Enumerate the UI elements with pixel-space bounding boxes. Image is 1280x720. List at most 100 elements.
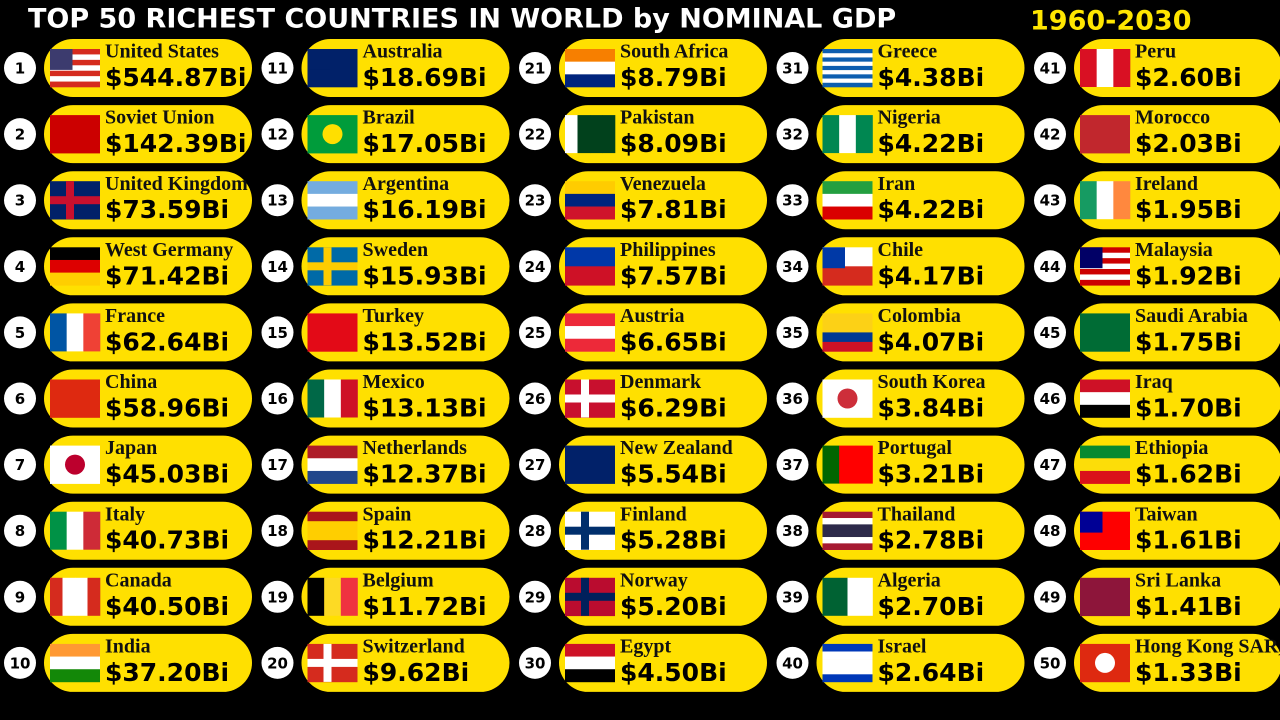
rank: 33 xyxy=(782,192,803,210)
flag xyxy=(307,511,358,550)
flag-stripe xyxy=(822,511,873,519)
rank: 47 xyxy=(1040,456,1061,474)
entry: 10 India$37.20Bi xyxy=(4,633,252,692)
flag-stripe xyxy=(822,659,873,667)
flag xyxy=(1080,577,1130,617)
flag-stripe xyxy=(340,379,358,418)
flag xyxy=(565,577,615,617)
flag-stripe xyxy=(565,61,615,75)
rank-badge xyxy=(1034,250,1066,283)
flag-stripe xyxy=(822,82,873,88)
gdp-value: $8.09Bi xyxy=(620,129,727,158)
country-name: Canada xyxy=(105,569,172,591)
country-name: Hong Kong SAR, China xyxy=(1135,635,1280,657)
entry: 6 China$58.96Bi xyxy=(4,369,252,428)
flag-stripe xyxy=(1080,470,1130,484)
rank-badge xyxy=(261,514,294,547)
ranking-grid: 1 United States$544.87Bi 2 Soviet Union$142… xyxy=(4,39,1280,692)
flag-stripe xyxy=(83,511,101,550)
flag xyxy=(307,247,358,286)
flag-cross xyxy=(50,196,100,205)
flag-stripe xyxy=(565,445,615,484)
flag-cross xyxy=(323,643,332,682)
country-name: Philippines xyxy=(620,239,716,261)
flag xyxy=(822,181,873,220)
gdp-value: $62.64Bi xyxy=(105,327,229,356)
flag-stripe xyxy=(50,65,100,72)
rank: 11 xyxy=(267,60,288,78)
gdp-value: $1.95Bi xyxy=(1135,195,1242,224)
entry: 48 Taiwan$1.61Bi xyxy=(1034,501,1280,560)
entry: 49 Sri Lanka$1.41Bi xyxy=(1034,567,1280,626)
gdp-value: $11.72Bi xyxy=(363,592,487,621)
flag-stripe xyxy=(822,78,873,84)
gdp-value: $37.20Bi xyxy=(105,658,229,687)
rank-badge xyxy=(261,184,294,217)
flag-stripe xyxy=(565,313,615,327)
flag xyxy=(565,379,615,418)
flag-cross xyxy=(581,577,589,616)
rank: 29 xyxy=(525,588,546,606)
flag-stripe xyxy=(307,379,325,418)
country-name: Ireland xyxy=(1135,173,1198,195)
flag-stripe xyxy=(1096,181,1114,220)
flag-stripe xyxy=(565,643,615,657)
gdp-value: $4.17Bi xyxy=(878,261,985,290)
rank-badge xyxy=(1034,646,1066,679)
gdp-value: $2.60Bi xyxy=(1135,63,1242,92)
rank: 2 xyxy=(15,126,25,144)
rank-badge xyxy=(776,184,809,217)
flag xyxy=(1080,247,1130,286)
flag-cross xyxy=(581,379,589,418)
entry: 27 New Zealand$5.54Bi xyxy=(519,435,767,494)
flag-stripe xyxy=(822,537,873,544)
entry: 35 Colombia$4.07Bi xyxy=(776,303,1025,362)
rank: 34 xyxy=(782,258,803,276)
rank: 49 xyxy=(1040,588,1061,606)
rank: 40 xyxy=(782,654,803,672)
flag-stripe xyxy=(822,341,873,352)
entry: 50 Hong Kong SAR, China$1.33Bi xyxy=(1034,633,1280,692)
gdp-value: $5.28Bi xyxy=(620,526,727,555)
entry: 44 Malaysia$1.92Bi xyxy=(1034,237,1280,296)
rank: 12 xyxy=(267,126,288,144)
entry: 18 Spain$12.21Bi xyxy=(261,501,510,560)
flag-stripe xyxy=(50,115,100,154)
flag-stripe xyxy=(324,379,342,418)
flag-stripe xyxy=(50,76,100,82)
flag xyxy=(50,49,100,88)
flag-stripe xyxy=(1080,252,1130,259)
flag xyxy=(565,511,615,550)
rank: 18 xyxy=(267,522,288,540)
country-name: Ethiopia xyxy=(1135,437,1208,459)
flag xyxy=(1080,181,1131,220)
rank-badge xyxy=(776,52,809,84)
rank-badge xyxy=(1034,580,1066,613)
flag-cross xyxy=(307,658,358,667)
flag-disc xyxy=(1095,652,1115,673)
country-name: Sri Lanka xyxy=(1135,569,1221,591)
rank-badge xyxy=(1034,382,1066,415)
rank: 38 xyxy=(782,522,803,540)
flag-stripe xyxy=(340,577,358,616)
flag-stripe xyxy=(307,206,358,220)
flag-stripe xyxy=(50,577,63,616)
flag-stripe xyxy=(307,540,358,550)
flag xyxy=(50,511,101,550)
flag-stripe xyxy=(1080,269,1130,275)
gdp-value: $2.03Bi xyxy=(1135,129,1242,158)
gdp-value: $5.20Bi xyxy=(620,592,727,621)
country-name: United Kingdom xyxy=(105,173,248,195)
flag-stripe xyxy=(822,49,873,54)
rank-badge xyxy=(519,316,551,349)
flag-stripe xyxy=(1080,445,1130,459)
flag-stripe xyxy=(1096,49,1114,87)
entry: 8 Italy$40.73Bi xyxy=(4,501,252,560)
flag-stripe xyxy=(1080,263,1130,270)
flag-stripe xyxy=(565,656,615,670)
rank: 6 xyxy=(15,390,25,408)
flag-cross xyxy=(66,181,74,220)
flag xyxy=(50,247,100,286)
rank-badge xyxy=(261,52,294,84)
country-name: Sweden xyxy=(363,239,429,261)
